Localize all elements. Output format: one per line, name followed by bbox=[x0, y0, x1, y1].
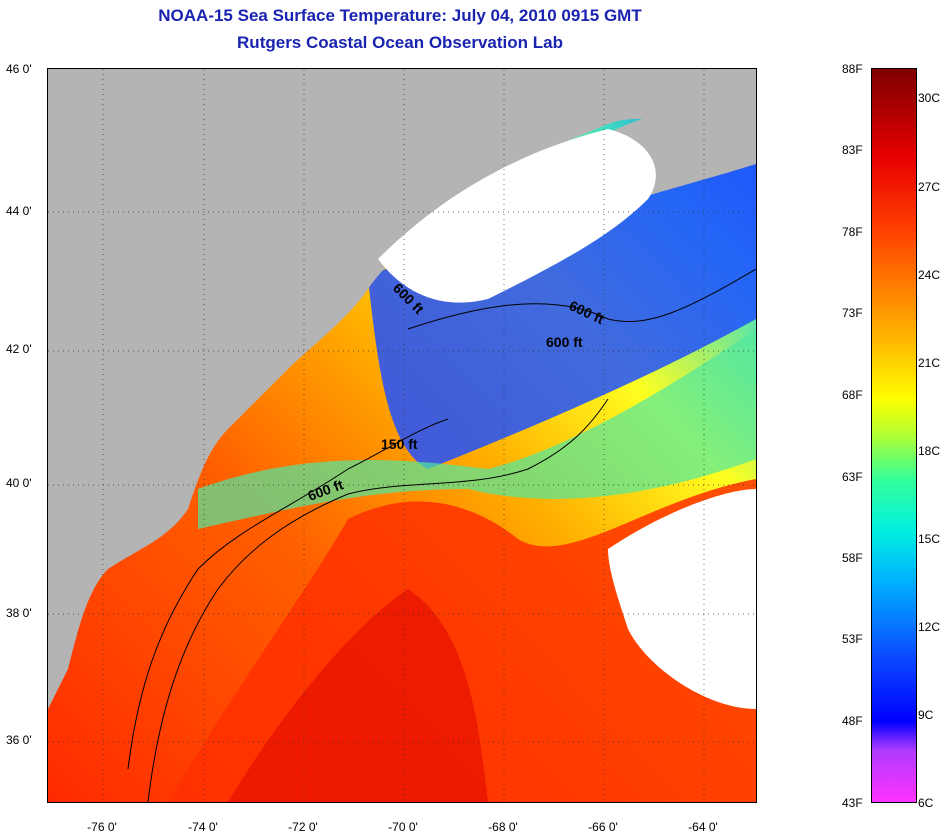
cb-label-63f: 63F bbox=[842, 470, 863, 484]
shelf-green bbox=[198, 329, 756, 529]
cb-label-58f: 58F bbox=[842, 551, 863, 565]
lat-label-40: 40 0' bbox=[6, 476, 32, 490]
cb-label-88f: 88F bbox=[842, 62, 863, 76]
lat-lon-grid bbox=[48, 69, 756, 802]
cb-label-53f: 53F bbox=[842, 632, 863, 646]
lon-label-64: -64 0' bbox=[688, 820, 718, 834]
cb-label-30c: 30C bbox=[918, 91, 941, 105]
cb-label-12c: 12C bbox=[918, 620, 941, 634]
lat-label-38: 38 0' bbox=[6, 606, 32, 620]
contour-600ft-shelf-break bbox=[147, 398, 609, 802]
contour-label-4: 150 ft bbox=[381, 436, 418, 452]
cb-label-48f: 48F bbox=[842, 714, 863, 728]
lat-label-44: 44 0' bbox=[6, 204, 32, 218]
bathymetry-contours bbox=[127, 268, 756, 802]
cb-label-78f: 78F bbox=[842, 225, 863, 239]
lon-label-74: -74 0' bbox=[188, 820, 218, 834]
cb-label-43f: 43F bbox=[842, 796, 863, 810]
cloud-offshore bbox=[608, 489, 756, 709]
cb-label-24c: 24C bbox=[918, 268, 941, 282]
contour-150ft bbox=[127, 418, 449, 770]
lat-label-46: 46 0' bbox=[6, 62, 32, 76]
cb-label-9c: 9C bbox=[918, 708, 934, 722]
chart-title: NOAA-15 Sea Surface Temperature: July 04… bbox=[158, 6, 642, 25]
cloud-gulf-of-maine bbox=[378, 129, 656, 303]
cb-label-27c: 27C bbox=[918, 180, 941, 194]
lon-label-68: -68 0' bbox=[488, 820, 518, 834]
lon-label-70: -70 0' bbox=[388, 820, 418, 834]
lon-label-76: -76 0' bbox=[87, 820, 117, 834]
sst-map: 600 ft 600 ft 600 ft 150 ft 600 ft bbox=[47, 68, 757, 803]
cb-label-15c: 15C bbox=[918, 532, 941, 546]
lon-label-72: -72 0' bbox=[288, 820, 318, 834]
cb-label-68f: 68F bbox=[842, 388, 863, 402]
cb-label-6c: 6C bbox=[918, 796, 934, 810]
lon-label-66: -66 0' bbox=[588, 820, 618, 834]
temperature-colorbar bbox=[871, 68, 917, 803]
cb-label-21c: 21C bbox=[918, 356, 941, 370]
cb-label-18c: 18C bbox=[918, 444, 941, 458]
cb-label-73f: 73F bbox=[842, 306, 863, 320]
contour-600ft-gulf bbox=[407, 268, 756, 330]
land bbox=[48, 69, 756, 709]
lat-label-36: 36 0' bbox=[6, 733, 32, 747]
cb-label-83f: 83F bbox=[842, 143, 863, 157]
lat-label-42: 42 0' bbox=[6, 342, 32, 356]
sst-map-canvas: 600 ft 600 ft 600 ft 150 ft 600 ft bbox=[48, 69, 756, 802]
chart-subtitle: Rutgers Coastal Ocean Observation Lab bbox=[237, 33, 563, 52]
contour-label-3: 600 ft bbox=[546, 334, 583, 350]
warm-core bbox=[228, 589, 488, 802]
